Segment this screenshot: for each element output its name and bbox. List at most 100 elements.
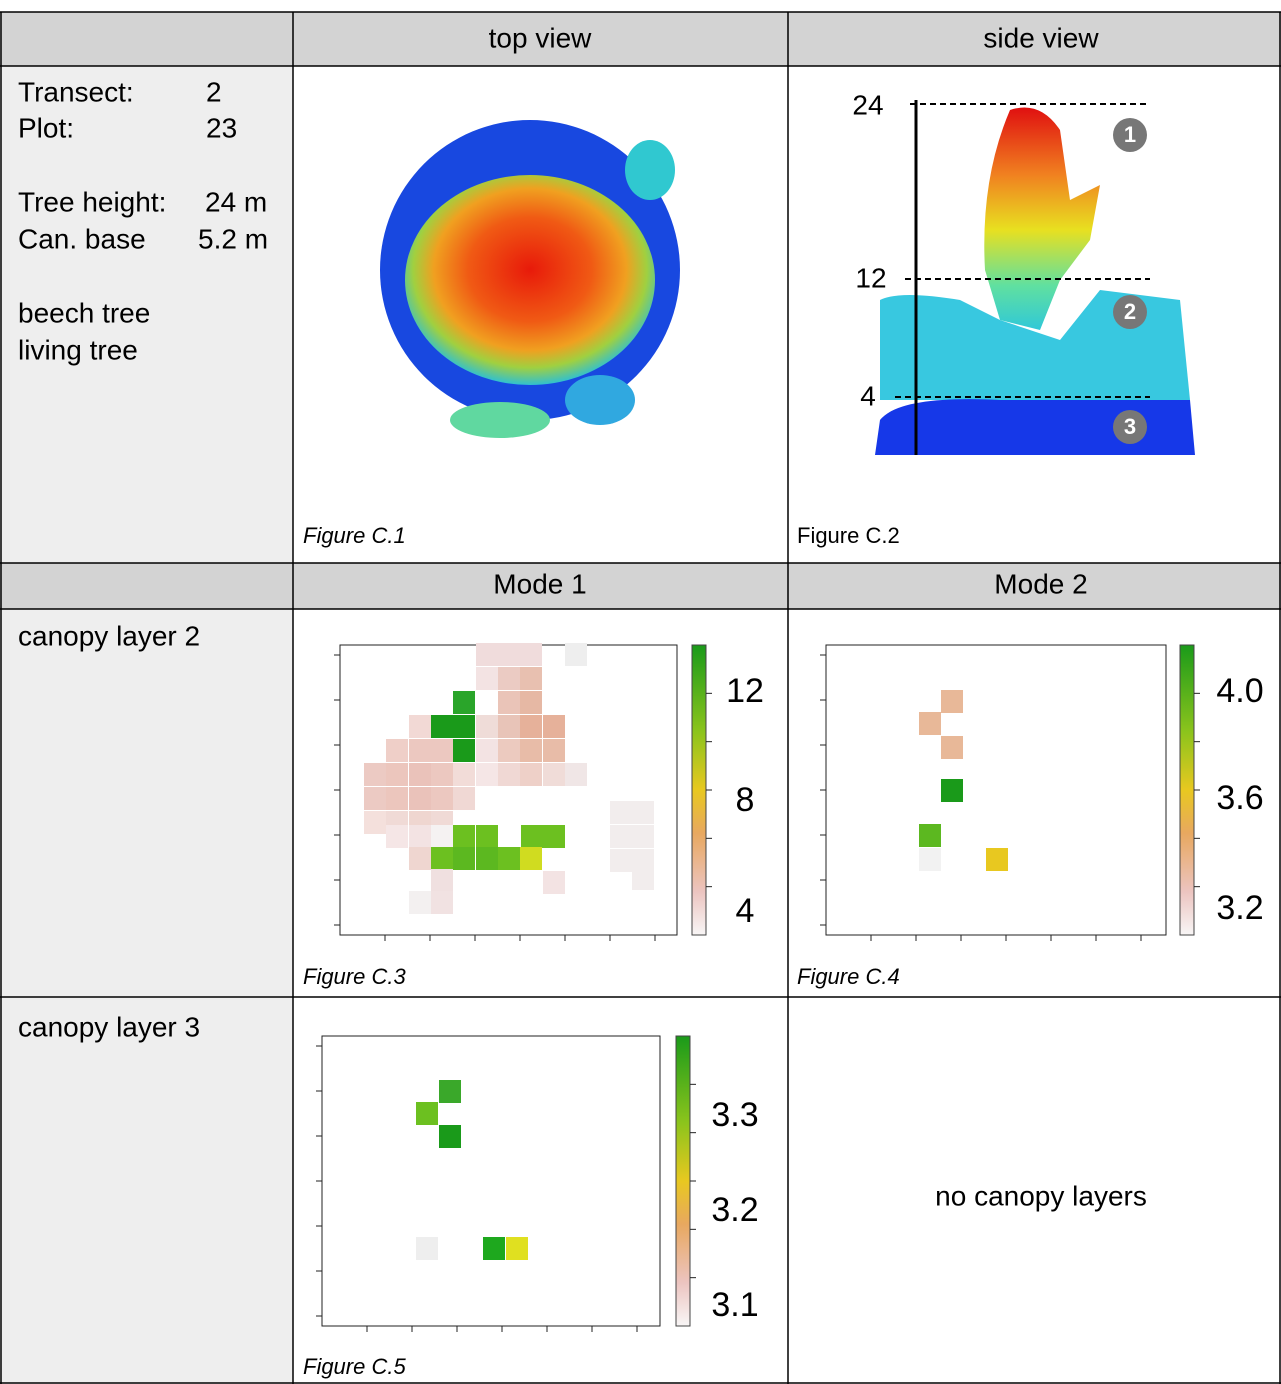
header-bg [0,563,1281,609]
info-label: Transect: [18,76,134,107]
caption: Figure C.1 [303,523,406,548]
heatmap-cell [498,667,520,690]
colorbar [1180,645,1194,935]
heatmap-cell [386,787,408,810]
heatmap-cell [520,643,542,666]
heatmap-cell [431,869,453,892]
heatmap-cell [476,825,498,848]
heatmap-cell [610,801,632,824]
info-text: living tree [18,334,138,365]
heatmap-cell [453,787,475,810]
heatmap-cell [498,847,520,870]
layer-marker: 1 [1124,122,1136,147]
row-label: canopy layer 3 [18,1011,200,1042]
heatmap-cell [409,787,431,810]
heatmap-cell [364,787,386,810]
heatmap-cell [476,763,498,786]
heatmap-cell [416,1102,438,1125]
colorbar-label: 3.2 [711,1191,758,1229]
heatmap-cell [483,1237,505,1260]
heatmap-cell [476,739,498,762]
heatmap-cell [431,891,453,914]
heatmap-cell [543,715,565,738]
colorbar-label: 3.6 [1216,779,1263,817]
height-tick: 24 [852,89,883,120]
colorbar-label: 4 [736,892,755,930]
heatmap-cell [565,643,587,666]
info-value: 24 m [205,186,267,217]
heatmap-cell [453,739,475,762]
colorbar-label: 12 [726,672,764,710]
heatmap-cell [520,691,542,714]
heatmap-frame [322,1036,660,1326]
heatmap-cell [364,763,386,786]
heatmap-cell [498,739,520,762]
heatmap-cell [543,825,565,848]
info-value: 23 [206,112,237,143]
column-header: Mode 2 [994,568,1087,599]
column-header: side view [983,22,1099,53]
layer-marker: 2 [1124,299,1136,324]
heatmap-cell [409,739,431,762]
heatmap-cell [543,739,565,762]
heatmap-cell [453,763,475,786]
heatmap-cell [453,825,475,848]
heatmap-cell [521,825,543,848]
heatmap-cell [565,763,587,786]
heatmap-cell [610,825,632,848]
heatmap-cell [498,643,520,666]
heatmap-cell [453,847,475,870]
heatmap-cell [520,763,542,786]
heatmap-cell [610,849,632,872]
colorbar-label: 8 [736,781,755,819]
heatmap-cell [476,715,498,738]
caption: Figure C.5 [303,1354,406,1379]
heatmap-cell [919,712,941,735]
heatmap-cell [520,715,542,738]
heatmap-cell [498,763,520,786]
heatmap-cell [919,848,941,871]
heatmap-cell [409,715,431,738]
heatmap-cell [409,763,431,786]
heatmap-cell [364,811,386,834]
heatmap-cell [416,1237,438,1260]
colorbar-label: 4.0 [1216,672,1263,710]
heatmap-cell [386,825,408,848]
heatmap-cell [431,763,453,786]
caption: Figure C.2 [797,523,900,548]
column-header: Mode 1 [493,568,586,599]
column-header: top view [489,22,592,53]
info-label: Plot: [18,112,74,143]
heatmap-cell [941,690,963,713]
heatmap-cell [431,825,453,848]
colorbar-label: 3.2 [1216,889,1263,927]
heatmap-cell [386,763,408,786]
heatmap-cell [632,825,654,848]
row-label: canopy layer 2 [18,620,200,651]
heatmap-cell [919,824,941,847]
heatmap-cell [632,801,654,824]
info-value: 5.2 m [198,223,268,254]
caption: Figure C.3 [303,964,406,989]
layer-marker: 3 [1124,414,1136,439]
heatmap-cell [520,667,542,690]
page: top view side view Mode 1 Mode 2 Transec… [0,0,1281,1384]
heatmap-cell [543,871,565,894]
heatmap-cell [409,847,431,870]
empty-note: no canopy layers [935,1180,1147,1211]
height-tick: 12 [855,262,886,293]
heatmap-cell [431,715,453,738]
heatmap-cell [431,847,453,870]
colorbar [692,645,706,935]
heatmap-cell [498,715,520,738]
info-text: beech tree [18,297,150,328]
heatmap-cell [431,787,453,810]
heatmap-cell [476,847,498,870]
heatmap-cell [453,715,475,738]
heatmap-cell [439,1080,461,1103]
heatmap-cell [431,739,453,762]
heatmap-cell [476,667,498,690]
info-value: 2 [206,76,222,107]
heatmap-cell [941,736,963,759]
heatmap-cell [498,691,520,714]
